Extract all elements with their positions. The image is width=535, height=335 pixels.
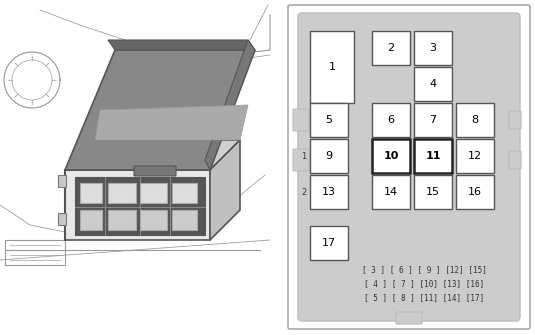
FancyBboxPatch shape xyxy=(80,183,102,203)
Text: 1: 1 xyxy=(328,62,335,72)
Bar xyxy=(310,139,348,173)
Bar xyxy=(414,31,452,65)
Bar xyxy=(372,175,410,209)
Text: 5: 5 xyxy=(325,115,332,125)
FancyBboxPatch shape xyxy=(288,5,530,329)
Polygon shape xyxy=(65,170,210,240)
Text: 11: 11 xyxy=(425,151,441,161)
FancyBboxPatch shape xyxy=(134,166,176,176)
FancyBboxPatch shape xyxy=(509,151,521,169)
Polygon shape xyxy=(108,40,255,50)
Text: 1: 1 xyxy=(301,151,307,160)
FancyBboxPatch shape xyxy=(293,149,309,171)
Bar xyxy=(456,139,494,173)
Polygon shape xyxy=(65,140,240,170)
FancyBboxPatch shape xyxy=(108,183,136,203)
Text: 8: 8 xyxy=(471,115,479,125)
FancyBboxPatch shape xyxy=(140,183,167,203)
FancyBboxPatch shape xyxy=(293,109,309,131)
Bar xyxy=(372,139,410,173)
Polygon shape xyxy=(65,50,255,170)
Text: [ 5 ] [ 8 ] [11] [14] [17]: [ 5 ] [ 8 ] [11] [14] [17] xyxy=(364,293,484,303)
FancyBboxPatch shape xyxy=(140,210,167,230)
Bar xyxy=(310,31,354,103)
FancyBboxPatch shape xyxy=(58,213,66,225)
Text: 12: 12 xyxy=(468,151,482,161)
FancyBboxPatch shape xyxy=(396,312,422,324)
Text: 15: 15 xyxy=(426,187,440,197)
Bar xyxy=(414,175,452,209)
Text: 3: 3 xyxy=(430,43,437,53)
Text: 16: 16 xyxy=(468,187,482,197)
Text: 7: 7 xyxy=(430,115,437,125)
Text: 14: 14 xyxy=(384,187,398,197)
Text: 6: 6 xyxy=(387,115,394,125)
Bar xyxy=(310,226,348,260)
Text: 10: 10 xyxy=(383,151,399,161)
FancyBboxPatch shape xyxy=(298,13,520,321)
Bar xyxy=(310,175,348,209)
Text: [ 3 ] [ 6 ] [ 9 ] [12] [15]: [ 3 ] [ 6 ] [ 9 ] [12] [15] xyxy=(362,266,486,274)
Bar xyxy=(372,31,410,65)
Bar xyxy=(414,139,452,173)
Text: 13: 13 xyxy=(322,187,336,197)
Text: 2: 2 xyxy=(301,188,307,197)
Polygon shape xyxy=(210,140,240,240)
FancyBboxPatch shape xyxy=(172,183,197,203)
FancyBboxPatch shape xyxy=(509,111,521,129)
Bar xyxy=(310,103,348,137)
Bar xyxy=(372,103,410,137)
FancyBboxPatch shape xyxy=(172,210,197,230)
Text: 17: 17 xyxy=(322,238,336,248)
Bar xyxy=(456,175,494,209)
FancyBboxPatch shape xyxy=(108,210,136,230)
Polygon shape xyxy=(205,40,255,170)
Text: 4: 4 xyxy=(430,79,437,89)
FancyBboxPatch shape xyxy=(58,175,66,187)
Polygon shape xyxy=(75,177,205,235)
Bar xyxy=(414,103,452,137)
FancyBboxPatch shape xyxy=(80,210,102,230)
Bar xyxy=(456,103,494,137)
Text: 9: 9 xyxy=(325,151,333,161)
Bar xyxy=(414,67,452,101)
Polygon shape xyxy=(95,105,248,140)
Text: [ 4 ] [ 7 ] [10] [13] [16]: [ 4 ] [ 7 ] [10] [13] [16] xyxy=(364,279,484,288)
Text: 2: 2 xyxy=(387,43,394,53)
